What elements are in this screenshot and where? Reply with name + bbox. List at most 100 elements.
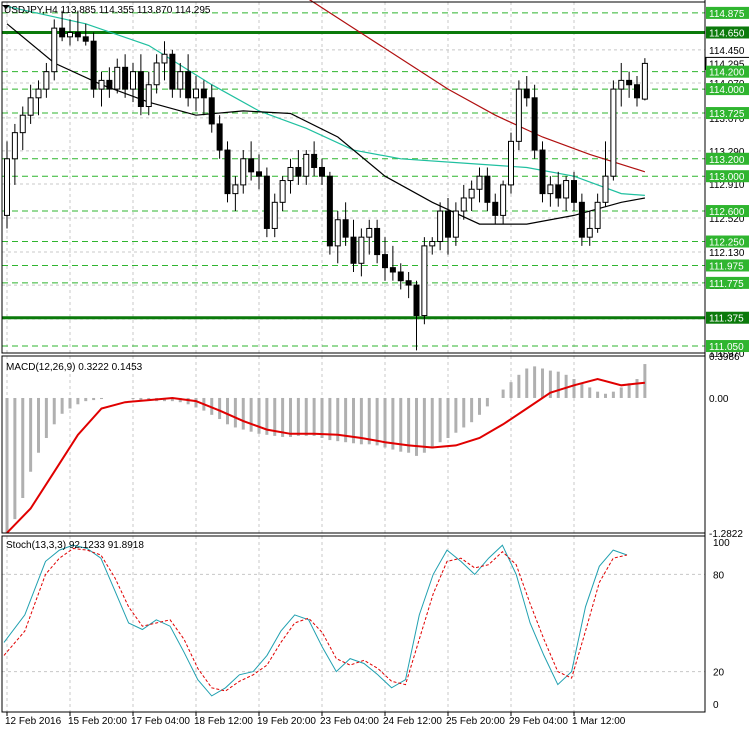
level-price-label: 114.875: [706, 6, 749, 20]
candle: [106, 67, 113, 98]
candle: [358, 228, 365, 277]
level-price-label: 111.775: [706, 276, 749, 290]
candle: [563, 176, 570, 212]
candle: [263, 167, 270, 238]
y-tick-label: 113.670: [709, 114, 745, 125]
x-axis: 12 Feb 2016 15 Feb 20:00 17 Feb 04:00 18 Fe…: [5, 712, 626, 727]
candle: [602, 141, 609, 207]
candle-body: [11, 132, 18, 160]
candle-body: [618, 79, 625, 90]
x-tick-label: 24 Feb 12:00: [383, 716, 442, 727]
candle-body: [232, 184, 239, 195]
y-tick-label: 112.520: [709, 214, 745, 225]
pane-border: [1, 535, 706, 713]
candle: [303, 150, 310, 185]
candle: [492, 193, 499, 225]
candle: [169, 49, 176, 98]
candle-body: [610, 88, 617, 177]
candle-body: [19, 114, 26, 134]
candle-body: [326, 175, 333, 247]
candle-body: [468, 188, 475, 199]
candle: [287, 158, 294, 194]
candle: [82, 23, 89, 46]
candle: [618, 62, 625, 107]
candle-body: [594, 201, 601, 229]
candle-body: [563, 180, 570, 199]
candle: [460, 184, 467, 220]
level-label-text: 111.050: [709, 342, 744, 353]
candle-body: [263, 175, 270, 229]
candle: [177, 62, 184, 98]
candle-body: [350, 236, 357, 264]
level-label-box: [706, 276, 749, 289]
candle-body: [374, 227, 381, 256]
candle: [413, 280, 420, 351]
candle: [319, 158, 325, 185]
level-price-label: 112.600: [706, 205, 749, 218]
candle: [19, 106, 26, 151]
candle: [122, 54, 129, 98]
stoch-y-tick-label: 20: [713, 668, 725, 679]
candle-body: [240, 158, 247, 186]
x-tick-label: 17 Feb 04:00: [131, 716, 190, 727]
y-tick-label: 112.910: [709, 180, 745, 191]
level-label-box: [706, 259, 749, 272]
candle: [208, 84, 215, 133]
candle-body: [539, 149, 546, 195]
candle: [114, 58, 121, 94]
candle: [374, 219, 381, 264]
candle-body: [531, 97, 538, 151]
level-label-text: 114.875: [709, 9, 745, 20]
level-price-label: 112.250: [706, 235, 749, 249]
candle-body: [279, 180, 286, 203]
candle: [468, 180, 475, 212]
candle-body: [547, 184, 554, 195]
candle: [193, 76, 199, 111]
candle-body: [508, 140, 514, 186]
candle: [256, 154, 262, 190]
candle-body: [421, 245, 428, 317]
candle: [389, 245, 396, 281]
candle: [437, 202, 444, 251]
candle-body: [130, 71, 136, 90]
candle: [311, 141, 318, 177]
level-price-label: 113.000: [706, 170, 749, 183]
candle-body: [35, 88, 42, 99]
candle-body: [429, 241, 436, 247]
candle: [271, 193, 278, 238]
candle: [279, 176, 286, 212]
candle-body: [161, 53, 168, 64]
candle-body: [586, 227, 593, 238]
price-pane: 114.450114.070113.670113.290112.910112.5…: [2, 0, 749, 712]
candle: [429, 237, 436, 255]
candle-body: [452, 210, 459, 238]
candle-body: [27, 97, 34, 116]
candle: [326, 171, 333, 255]
candle-body: [82, 36, 89, 42]
x-tick-label: 12 Feb 2016: [5, 716, 62, 727]
moving-average-teal: [6, 5, 645, 196]
candle-body: [460, 197, 467, 212]
level-price-label: 114.000: [706, 83, 749, 96]
level-label-text: 114.650: [709, 28, 745, 39]
candle: [397, 263, 404, 290]
candle-body: [437, 210, 444, 243]
candle-body: [137, 71, 144, 108]
candle-body: [177, 71, 184, 90]
macd-pane: 0.3986 0.00 -1.2822: [5, 352, 743, 540]
candle-body: [515, 88, 522, 142]
candle-body: [51, 27, 58, 73]
pane-border: [1, 1, 706, 354]
dropdown-arrow-icon[interactable]: [2, 5, 10, 9]
candle: [27, 84, 34, 124]
candle: [232, 176, 239, 212]
candle: [43, 62, 50, 98]
candle-body: [555, 184, 562, 199]
level-price-label: 114.650: [706, 26, 749, 39]
x-tick-label: 18 Feb 12:00: [194, 716, 253, 727]
candle-body: [67, 31, 73, 38]
level-label-text: 113.725: [709, 109, 745, 120]
pane-border: [1, 355, 706, 534]
candle: [161, 41, 168, 81]
candle-body: [523, 88, 530, 99]
